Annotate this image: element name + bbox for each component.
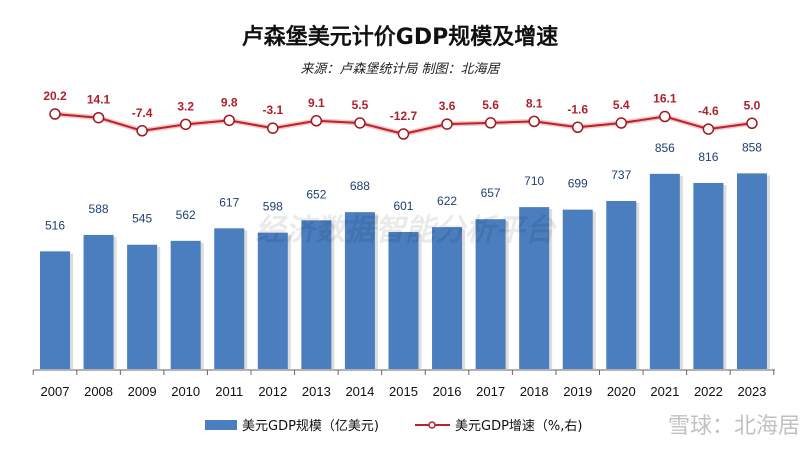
bar-label-2010: 562	[176, 208, 196, 222]
x-tick-2013: 2013	[302, 384, 331, 399]
bar-2013	[301, 220, 332, 369]
bar-label-2008: 588	[89, 202, 109, 216]
bar-2014	[344, 212, 375, 369]
growth-label-2014: 5.5	[352, 98, 369, 112]
growth-label-2009: -7.4	[132, 106, 153, 120]
x-tick-2014: 2014	[345, 384, 374, 399]
growth-label-2007: 20.2	[43, 89, 67, 103]
growth-point-2009	[136, 125, 148, 137]
growth-label-2019: -1.6	[567, 102, 588, 116]
bar-2011	[214, 228, 245, 369]
growth-label-2012: -3.1	[262, 103, 283, 117]
growth-label-2023: 5.0	[744, 98, 761, 112]
growth-label-2008: 14.1	[87, 93, 111, 107]
x-tick-2010: 2010	[171, 384, 200, 399]
growth-point-2017	[484, 117, 497, 129]
bar-label-2021: 856	[655, 141, 675, 155]
bar-label-2011: 617	[219, 195, 239, 209]
bar-2022	[693, 182, 724, 369]
bar-2023	[736, 173, 767, 369]
growth-label-2022: -4.6	[698, 104, 719, 118]
bar-label-2014: 688	[350, 179, 370, 193]
growth-point-2012	[267, 122, 279, 134]
bar-2015	[388, 231, 419, 369]
x-tick-2011: 2011	[215, 384, 243, 399]
bar-label-2009: 545	[132, 212, 152, 226]
legend-bar-label: 美元GDP规模（亿美元)	[242, 419, 379, 434]
x-tick-2008: 2008	[84, 384, 113, 399]
growth-point-2011	[223, 114, 235, 127]
x-tick-2022: 2022	[694, 384, 723, 399]
x-tick-2019: 2019	[563, 384, 592, 399]
bar-2017	[475, 219, 506, 369]
bar-2021	[649, 173, 680, 369]
bar-label-2016: 622	[437, 194, 457, 208]
growth-point-2018	[528, 115, 540, 128]
growth-point-2022	[702, 123, 715, 135]
chart-subtitle: 来源：卢森堡统计局 制图：北海居	[300, 62, 501, 77]
x-tick-2018: 2018	[520, 384, 549, 399]
x-tick-2016: 2016	[433, 384, 462, 399]
growth-point-2013	[310, 115, 323, 127]
watermark-corner: 雪球：北海居	[668, 414, 800, 439]
bar-label-2020: 737	[611, 168, 631, 182]
bar-label-2019: 699	[568, 177, 588, 191]
x-tick-2021: 2021	[650, 384, 679, 399]
bar-2019	[562, 209, 593, 369]
bar-label-2015: 601	[393, 199, 413, 213]
growth-label-2017: 5.6	[482, 98, 499, 112]
growth-point-2016	[441, 118, 453, 130]
growth-point-2023	[746, 117, 758, 130]
watermark-center: 经济数据智能分析平台	[255, 213, 557, 248]
bar-2012	[257, 232, 288, 369]
growth-point-2020	[615, 117, 628, 129]
growth-point-2008	[92, 111, 105, 124]
bar-2010	[170, 240, 201, 369]
bar-label-2022: 816	[698, 150, 718, 164]
bar-2008	[83, 234, 114, 369]
x-tick-2012: 2012	[258, 384, 287, 399]
bar-2009	[127, 244, 158, 369]
legend-bar-swatch	[205, 420, 237, 430]
legend: 美元GDP规模（亿美元) 美元GDP增速（%,右)	[205, 419, 582, 434]
bar-2020	[606, 200, 637, 369]
x-tick-2015: 2015	[389, 384, 418, 399]
bar-label-2007: 516	[45, 218, 65, 232]
growth-label-2016: 3.6	[439, 99, 456, 113]
bar-2018	[519, 207, 550, 369]
legend-line-label: 美元GDP增速（%,右)	[455, 419, 582, 434]
bar-label-2012: 598	[263, 200, 283, 214]
bar-2007	[40, 251, 70, 369]
growth-label-2010: 3.2	[177, 99, 194, 113]
growth-point-2019	[571, 121, 584, 134]
growth-point-2010	[179, 118, 192, 131]
growth-point-2007	[49, 108, 61, 120]
growth-label-2018: 8.1	[526, 96, 543, 110]
bar-label-2013: 652	[306, 187, 326, 201]
legend-line-marker	[428, 421, 436, 429]
bar-2016	[432, 227, 463, 369]
bar-label-2023: 858	[742, 140, 762, 154]
x-tick-2007: 2007	[41, 384, 70, 399]
x-tick-2009: 2009	[128, 384, 157, 399]
growth-label-2020: 5.4	[613, 98, 630, 112]
x-tick-2023: 2023	[737, 384, 766, 399]
growth-label-2011: 9.8	[221, 95, 238, 109]
growth-point-2021	[659, 110, 671, 123]
x-tick-2017: 2017	[476, 384, 505, 399]
bar-label-2017: 657	[481, 186, 501, 200]
growth-label-2015: -12.7	[390, 109, 418, 123]
growth-label-2021: 16.1	[653, 92, 677, 106]
growth-point-2015	[397, 128, 410, 140]
growth-label-2013: 9.1	[308, 96, 325, 110]
growth-point-2014	[354, 117, 366, 129]
chart-title: 卢森堡美元计价GDP规模及增速	[242, 24, 558, 50]
bar-label-2018: 710	[524, 174, 544, 188]
x-tick-2020: 2020	[607, 384, 636, 399]
